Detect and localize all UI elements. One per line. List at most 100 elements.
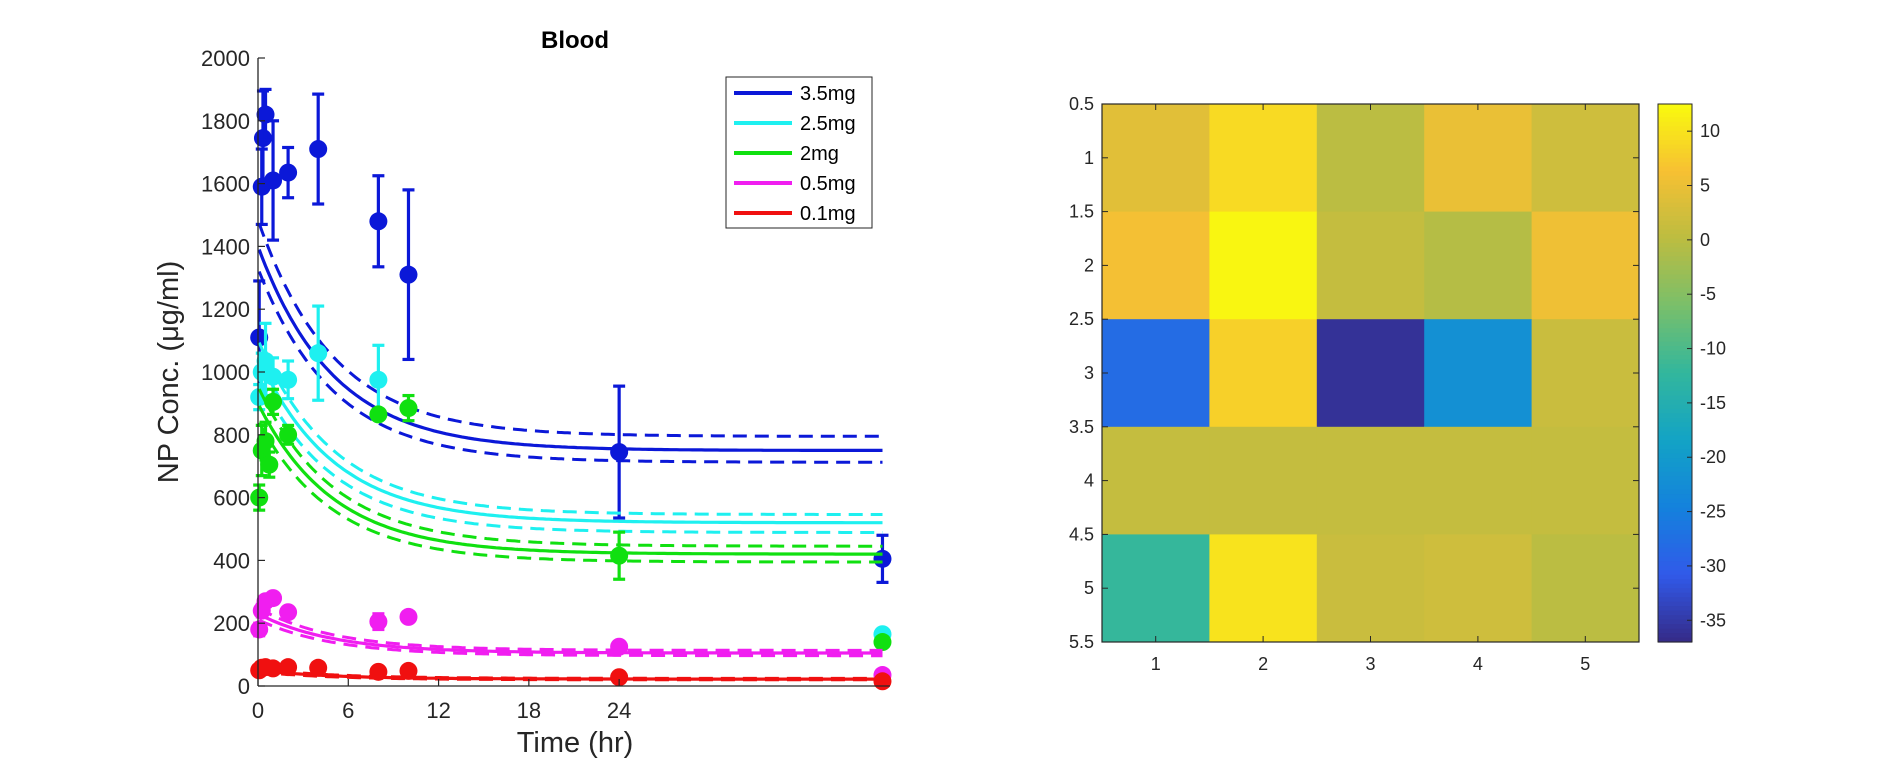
colorbar-segment bbox=[1658, 130, 1692, 136]
series-2.5mg bbox=[250, 304, 892, 644]
y-ticks: 0 200 400 600 800 1000 1200 1400 1600 1800 2000 bbox=[201, 46, 265, 699]
heatmap-cell bbox=[1316, 211, 1425, 320]
data-point bbox=[279, 425, 298, 444]
colorbar-segment bbox=[1658, 135, 1692, 141]
heatmap-cell bbox=[1209, 534, 1318, 643]
colorbar-segment bbox=[1658, 139, 1692, 145]
colorbar-segment bbox=[1658, 489, 1692, 495]
legend-label: 2.5mg bbox=[800, 113, 856, 135]
colorbar-segment bbox=[1658, 121, 1692, 128]
colorbar-segment bbox=[1658, 229, 1692, 235]
x-tick-label: 4 bbox=[1473, 654, 1483, 674]
colorbar-segment bbox=[1658, 238, 1692, 244]
upper-bound-line bbox=[257, 388, 883, 548]
data-point bbox=[260, 455, 279, 474]
model-line bbox=[257, 405, 883, 556]
colorbar-segment bbox=[1658, 399, 1692, 405]
colorbar-segment bbox=[1658, 247, 1692, 253]
data-point bbox=[369, 662, 388, 681]
data-point bbox=[264, 171, 283, 190]
series-2mg bbox=[250, 387, 892, 652]
x-tick-label: 2 bbox=[1258, 654, 1268, 674]
colorbar-segment bbox=[1658, 265, 1692, 271]
data-point bbox=[279, 658, 298, 677]
y-tick-label: 5.5 bbox=[1069, 632, 1094, 652]
colorbar-segment bbox=[1658, 242, 1692, 249]
y-tick-label: 0 bbox=[238, 674, 250, 699]
colorbar-tick-label: 0 bbox=[1700, 230, 1710, 250]
y-tick-label: 1400 bbox=[201, 234, 250, 259]
data-point bbox=[309, 140, 328, 159]
heatmap-cell bbox=[1102, 426, 1210, 535]
colorbar-segment bbox=[1658, 377, 1692, 383]
colorbar-segment bbox=[1658, 444, 1692, 450]
x-tick-label: 5 bbox=[1580, 654, 1590, 674]
y-tick-label: 1200 bbox=[201, 297, 250, 322]
colorbar-segment bbox=[1658, 440, 1692, 446]
colorbar-segment bbox=[1658, 202, 1692, 208]
colorbar-segment bbox=[1658, 529, 1692, 535]
colorbar-segment bbox=[1658, 422, 1692, 428]
y-tick-label: 2000 bbox=[201, 46, 250, 71]
colorbar-segment bbox=[1658, 633, 1692, 639]
data-point bbox=[250, 328, 269, 347]
data-point bbox=[369, 405, 388, 424]
colorbar-segment bbox=[1658, 619, 1692, 625]
colorbar-segment bbox=[1658, 310, 1692, 316]
colorbar-segment bbox=[1658, 480, 1692, 486]
legend: 3.5mg 2.5mg 2mg 0.5mg 0.1mg bbox=[725, 76, 873, 229]
legend-label: 2mg bbox=[800, 143, 839, 165]
x-tick-label: 18 bbox=[517, 698, 541, 723]
colorbar-segment bbox=[1658, 601, 1692, 607]
heatmap-cells bbox=[1102, 104, 1640, 643]
data-point bbox=[256, 105, 275, 124]
data-point bbox=[610, 546, 629, 565]
colorbar-segment bbox=[1658, 404, 1692, 410]
y-axis-label: NP Conc. (μg/ml) bbox=[153, 261, 185, 483]
data-point bbox=[610, 443, 629, 462]
colorbar-segment bbox=[1658, 503, 1692, 509]
y-tick-label: 1800 bbox=[201, 109, 250, 134]
colorbar-segment bbox=[1658, 171, 1692, 177]
data-point bbox=[256, 432, 275, 451]
colorbar-segment bbox=[1658, 256, 1692, 262]
heatmap-cell bbox=[1424, 319, 1533, 428]
colorbar-segment bbox=[1658, 337, 1692, 343]
x-axis-label: Time (hr) bbox=[517, 727, 634, 759]
colorbar-segment bbox=[1658, 332, 1692, 338]
heatmap-cell bbox=[1316, 426, 1425, 535]
colorbar-segment bbox=[1658, 251, 1692, 258]
colorbar-segment bbox=[1658, 274, 1692, 280]
colorbar-segment bbox=[1658, 615, 1692, 621]
colorbar-segment bbox=[1658, 278, 1692, 284]
colorbar-segment bbox=[1658, 153, 1692, 159]
colorbar-segment bbox=[1658, 328, 1692, 334]
colorbar-segment bbox=[1658, 260, 1692, 266]
heatmap-cell bbox=[1209, 426, 1318, 535]
colorbar-segment bbox=[1658, 453, 1692, 459]
heatmap-cell bbox=[1531, 104, 1640, 213]
colorbar-segment bbox=[1658, 373, 1692, 379]
colorbar-tick-label: -10 bbox=[1700, 339, 1726, 359]
heatmap-cell bbox=[1424, 211, 1533, 320]
y-tick-label: 0.5 bbox=[1069, 94, 1094, 114]
colorbar-segment bbox=[1658, 220, 1692, 226]
data-point bbox=[399, 265, 418, 284]
x-tick-label: 1 bbox=[1151, 654, 1161, 674]
colorbar-segment bbox=[1658, 104, 1692, 110]
data-point bbox=[309, 658, 328, 677]
colorbar-segment bbox=[1658, 108, 1692, 114]
data-point bbox=[279, 370, 298, 389]
colorbar-segment bbox=[1658, 552, 1692, 558]
data-point bbox=[369, 612, 388, 631]
colorbar-segment bbox=[1658, 157, 1692, 163]
heatmap-cell bbox=[1209, 319, 1318, 428]
y-tick-label: 2 bbox=[1084, 255, 1094, 275]
colorbar-segment bbox=[1658, 624, 1692, 630]
colorbar-segment bbox=[1658, 296, 1692, 302]
y-tick-label: 1000 bbox=[201, 360, 250, 385]
lower-bound-line bbox=[257, 377, 883, 534]
colorbar-segment bbox=[1658, 520, 1692, 527]
colorbar-segment bbox=[1658, 561, 1692, 567]
